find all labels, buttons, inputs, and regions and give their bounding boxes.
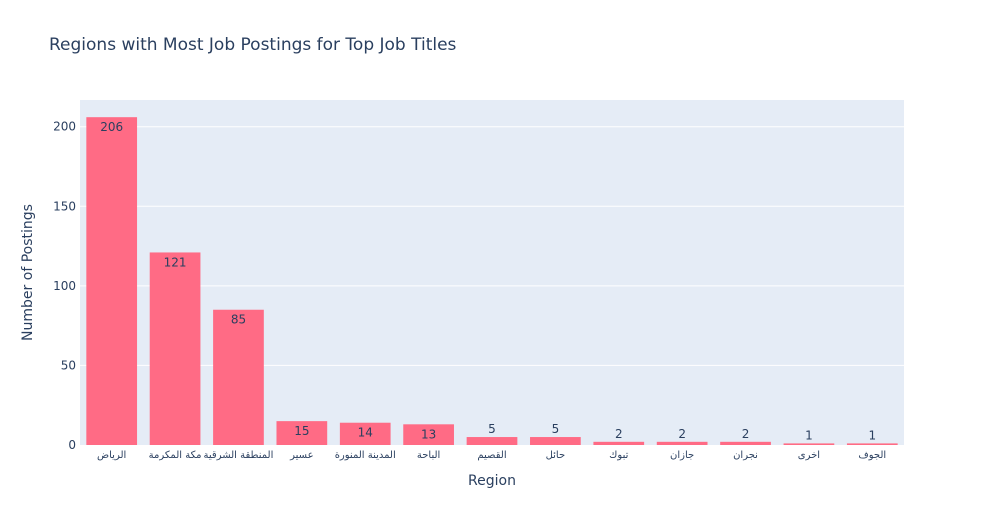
x-tick-label: اخرى xyxy=(798,450,820,461)
data-labels: 206 121 85 15 14 13 5 5 2 2 2 1 1 xyxy=(100,120,876,442)
bar xyxy=(466,437,518,445)
data-label: 206 xyxy=(100,120,123,134)
y-tick-label: 200 xyxy=(53,120,76,134)
data-label: 85 xyxy=(231,313,246,327)
y-tick-label: 150 xyxy=(53,199,76,213)
bar xyxy=(403,424,454,445)
x-tick-label: المنطقة الشرقية xyxy=(204,450,274,461)
data-label: 2 xyxy=(615,427,623,441)
bar xyxy=(783,443,835,445)
bar xyxy=(86,117,138,446)
data-label: 13 xyxy=(421,427,436,441)
bar xyxy=(339,422,391,445)
data-label: 1 xyxy=(805,428,813,442)
data-label: 2 xyxy=(678,427,686,441)
data-label: 15 xyxy=(294,424,309,438)
data-label: 14 xyxy=(358,426,373,440)
y-axis-ticks: 0 50 100 150 200 xyxy=(53,120,76,452)
x-tick-label: مكة المكرمة xyxy=(149,450,202,461)
bar xyxy=(846,443,898,445)
x-axis-ticks: الرياض مكة المكرمة المنطقة الشرقية عسير المد… xyxy=(97,450,886,461)
x-tick-label: عسير xyxy=(289,450,313,461)
data-label: 5 xyxy=(488,422,496,436)
bar xyxy=(149,252,201,445)
x-tick-label: حائل xyxy=(546,450,566,461)
x-tick-label: نجران xyxy=(733,450,758,461)
x-tick-label: تبوك xyxy=(609,450,628,461)
y-tick-label: 50 xyxy=(61,358,76,372)
y-tick-label: 0 xyxy=(68,438,76,452)
data-label: 2 xyxy=(742,427,750,441)
data-label: 121 xyxy=(164,255,187,269)
y-tick-label: 100 xyxy=(53,279,76,293)
x-tick-label: الجوف xyxy=(858,450,886,461)
bars xyxy=(86,117,898,446)
bar xyxy=(213,309,264,445)
x-tick-label: الباحة xyxy=(417,450,440,461)
data-label: 1 xyxy=(868,428,876,442)
bar xyxy=(530,437,581,445)
x-tick-label: جازان xyxy=(670,450,694,461)
bar xyxy=(593,441,645,445)
data-label: 5 xyxy=(552,422,560,436)
x-tick-label: القصيم xyxy=(477,450,506,461)
x-axis-title: Region xyxy=(468,473,516,489)
bar xyxy=(656,441,708,445)
plot-background xyxy=(80,100,904,445)
x-tick-label: المدينة المنورة xyxy=(335,450,396,461)
chart-title: Regions with Most Job Postings for Top J… xyxy=(49,35,457,55)
bar xyxy=(276,421,328,445)
y-axis-title: Number of Postings xyxy=(20,204,36,341)
x-tick-label: الرياض xyxy=(97,450,126,461)
bar xyxy=(720,441,771,445)
grid-lines xyxy=(80,126,904,366)
